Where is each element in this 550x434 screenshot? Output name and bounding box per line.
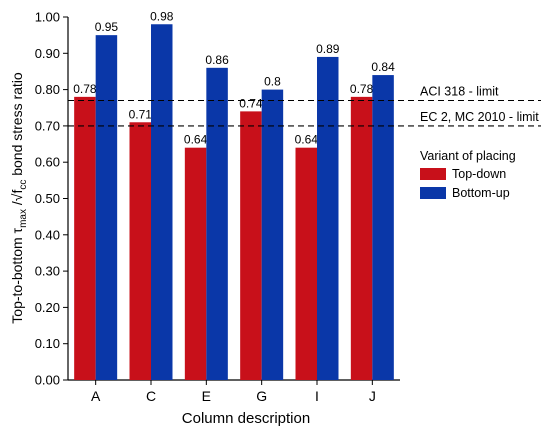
y-tick-label: 0.70 bbox=[35, 118, 60, 133]
data-label-top-down: 0.64 bbox=[295, 133, 319, 147]
y-tick-label: 0.80 bbox=[35, 82, 60, 97]
reference-line-label: ACI 318 - limit bbox=[420, 84, 499, 98]
svg-text:Top-to-bottom τmax /√fcc bond: Top-to-bottom τmax /√fcc bond stress rat… bbox=[9, 72, 29, 324]
legend-title: Variant of placing bbox=[420, 149, 516, 163]
bar-bottom-up bbox=[261, 89, 284, 380]
bar-bottom-up bbox=[206, 67, 228, 380]
bar-top-down bbox=[240, 111, 262, 380]
x-axis-label: Column description bbox=[182, 410, 310, 427]
data-label-top-down: 0.71 bbox=[129, 107, 153, 121]
data-label-bottom-up: 0.84 bbox=[371, 60, 395, 74]
y-axis-label: Top-to-bottom τmax /√fcc bond stress rat… bbox=[9, 72, 29, 324]
y-tick-label: 0.60 bbox=[35, 155, 60, 170]
x-tick-label: I bbox=[315, 388, 319, 404]
y-tick-label: 0.30 bbox=[35, 264, 60, 279]
x-tick-label: E bbox=[202, 388, 211, 404]
data-label-top-down: 0.78 bbox=[73, 82, 97, 96]
data-label-bottom-up: 0.8 bbox=[264, 75, 281, 89]
bar-top-down bbox=[350, 96, 373, 381]
y-tick-label: 0.10 bbox=[35, 336, 60, 351]
y-tick-label: 0.50 bbox=[35, 191, 60, 206]
x-tick-label: C bbox=[146, 388, 156, 404]
bar-bottom-up bbox=[151, 24, 173, 380]
x-tick-label: J bbox=[369, 388, 376, 404]
y-tick-label: 0.00 bbox=[35, 373, 60, 388]
data-label-top-down: 0.74 bbox=[239, 96, 263, 110]
bar-top-down bbox=[74, 96, 96, 381]
data-label-bottom-up: 0.95 bbox=[95, 20, 119, 34]
bar-bottom-up bbox=[317, 56, 339, 381]
plot-area: 0.00 0.10 0.20 0.30 0.40 0.50 0.60 0.70 0.80 0.90… bbox=[35, 9, 541, 404]
y-tick-label: 0.20 bbox=[35, 300, 60, 315]
x-tick-label: G bbox=[256, 388, 267, 404]
x-tick-label: A bbox=[91, 388, 101, 404]
data-label-bottom-up: 0.89 bbox=[316, 42, 340, 56]
legend-label-bottom-up: Bottom-up bbox=[452, 186, 510, 200]
data-label-top-down: 0.64 bbox=[184, 133, 208, 147]
legend: Variant of placing Top-down Bottom-up bbox=[420, 149, 516, 200]
data-label-bottom-up: 0.98 bbox=[150, 9, 174, 23]
legend-label-top-down: Top-down bbox=[452, 167, 506, 181]
bar-top-down bbox=[184, 147, 207, 380]
bar-bottom-up bbox=[372, 75, 394, 380]
bar-bottom-up bbox=[95, 35, 118, 381]
reference-line-label: EC 2, MC 2010 - limit bbox=[420, 110, 539, 124]
y-tick-label: 0.90 bbox=[35, 46, 60, 61]
y-tick-label: 0.40 bbox=[35, 227, 60, 242]
data-label-bottom-up: 0.86 bbox=[205, 53, 229, 67]
bar-top-down bbox=[295, 147, 317, 380]
legend-swatch-bottom-up bbox=[420, 187, 446, 199]
bar-top-down bbox=[129, 122, 151, 381]
data-label-top-down: 0.78 bbox=[350, 82, 374, 96]
y-tick-label: 1.00 bbox=[35, 10, 60, 25]
legend-swatch-top-down bbox=[420, 168, 446, 180]
